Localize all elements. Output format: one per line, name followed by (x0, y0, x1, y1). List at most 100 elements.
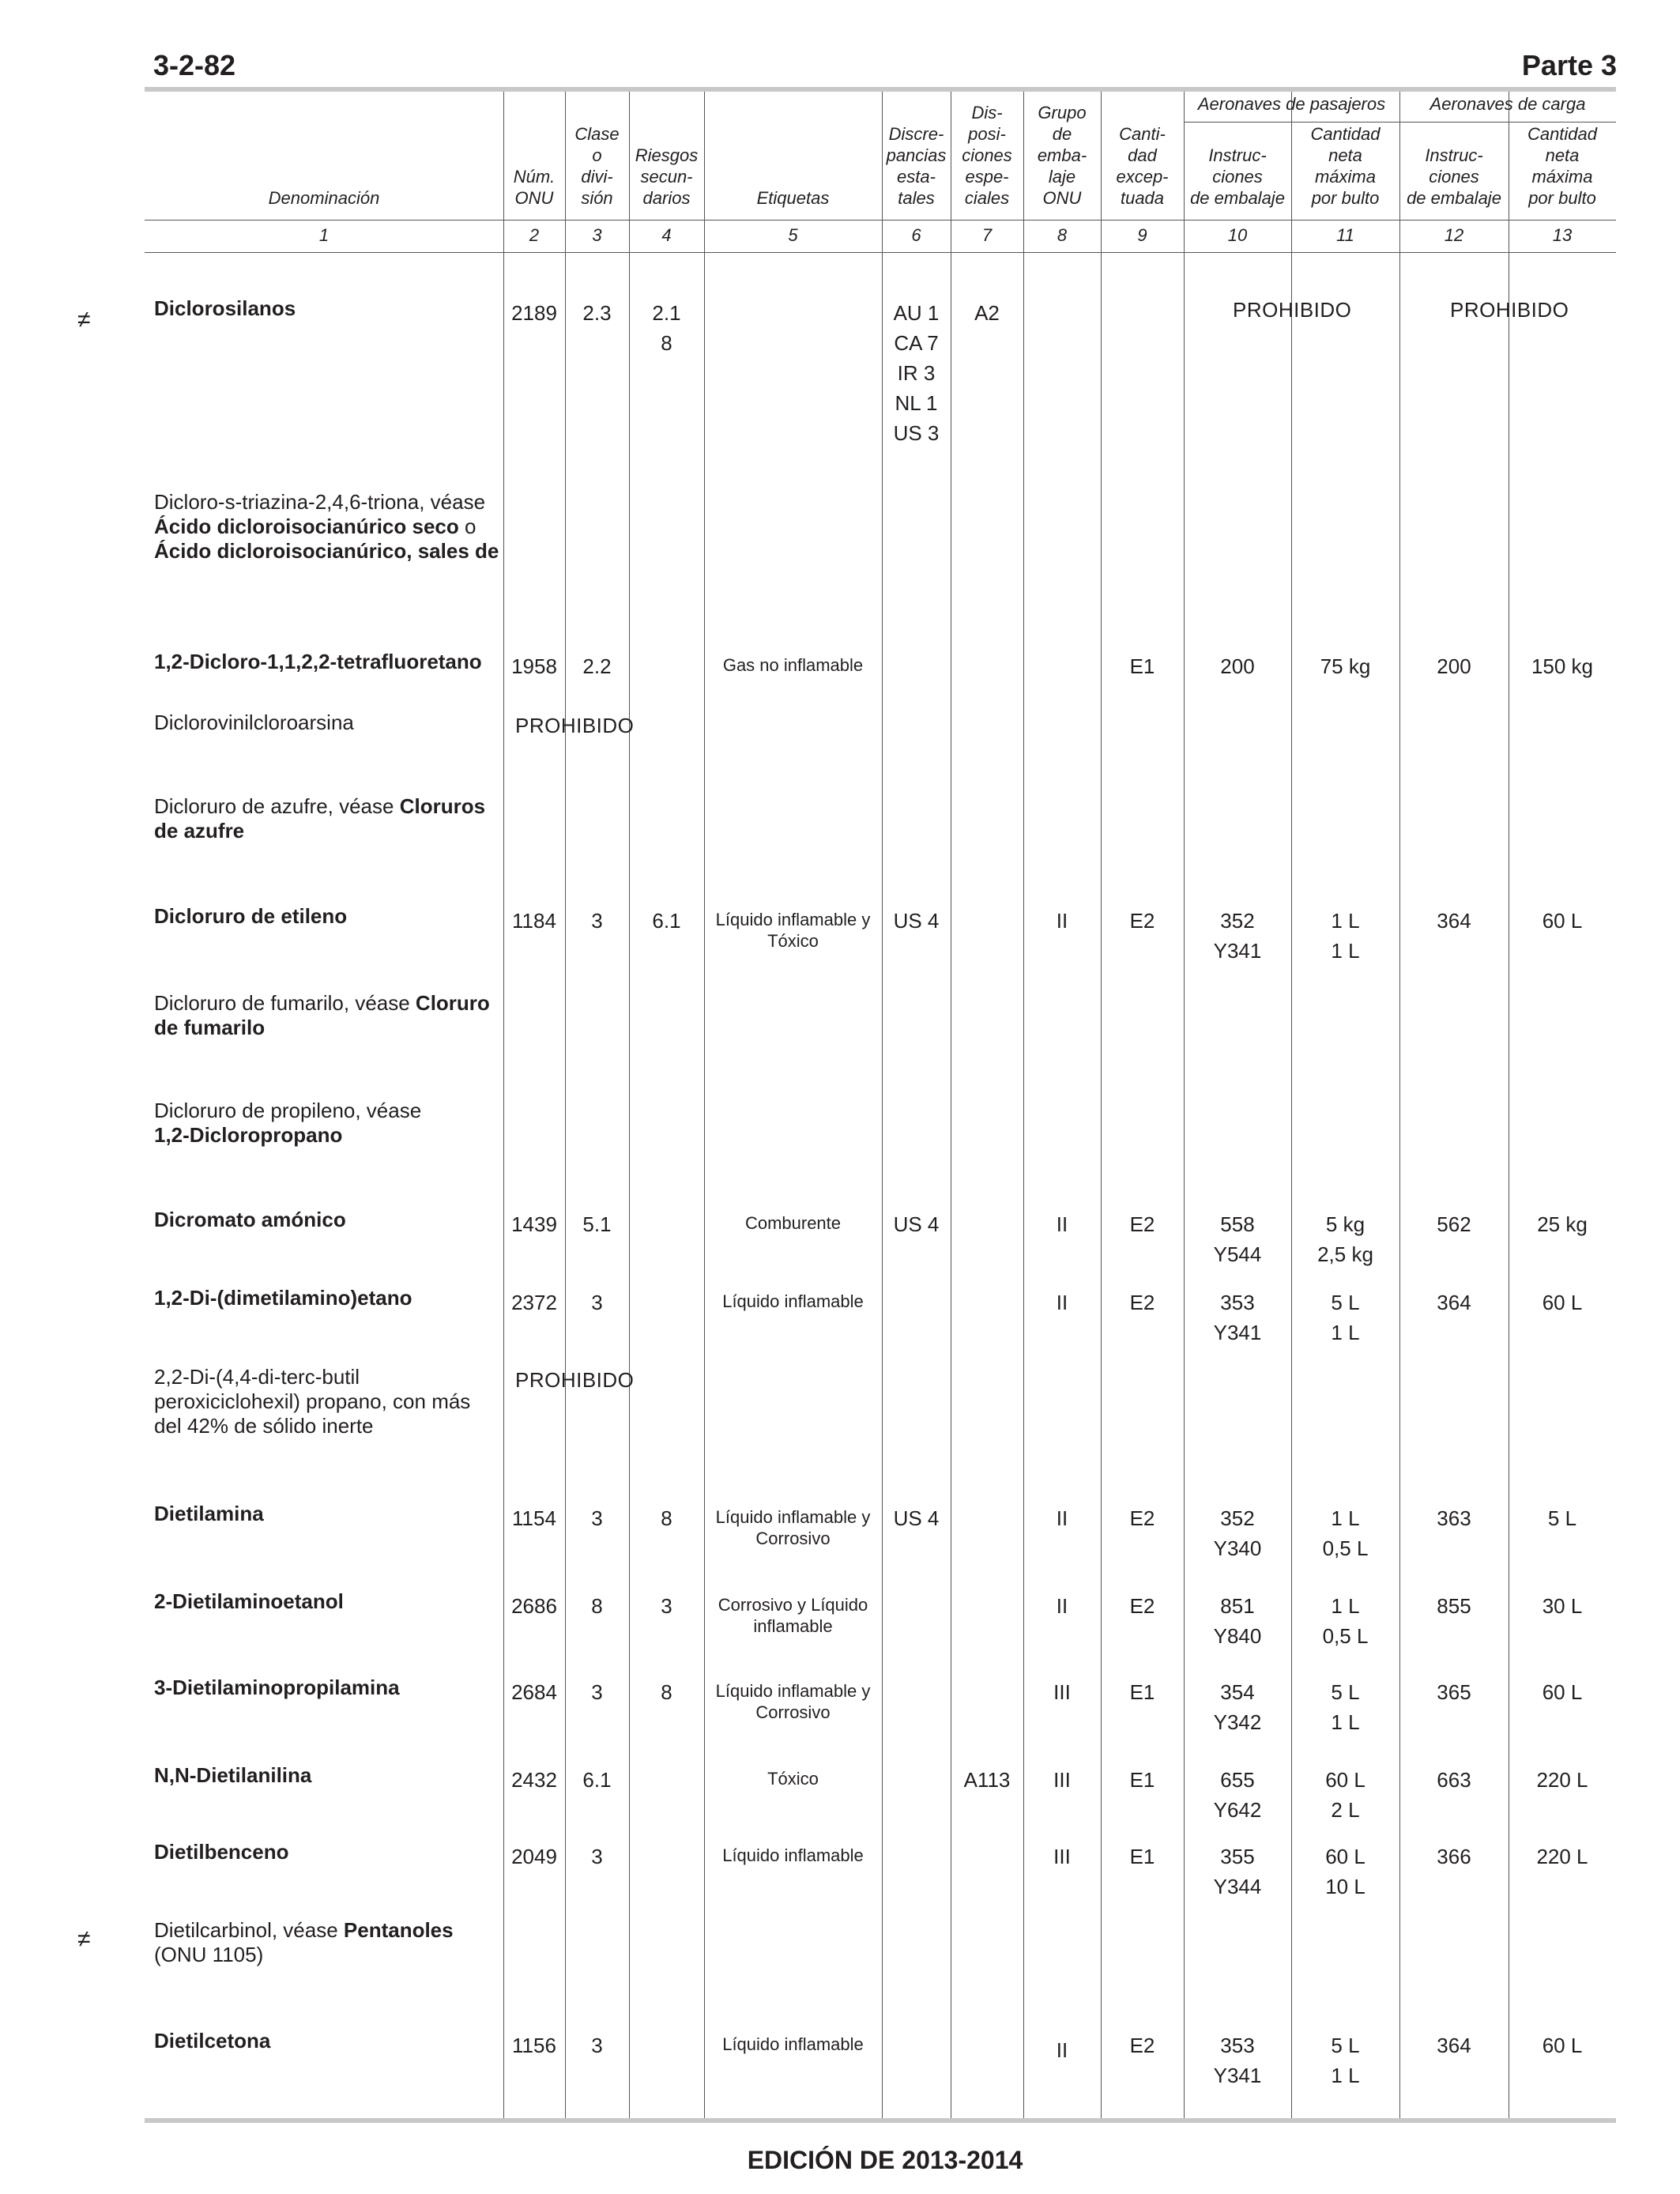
column-number-line (145, 252, 1616, 253)
cell-pax-instrucciones: 355 Y344 (1213, 1845, 1262, 1898)
cell-onu: 1184 (512, 909, 556, 933)
row-name: Diclorovinilcloroarsina (154, 711, 354, 734)
column-number: 7 (981, 225, 993, 245)
header-disposiciones: Dis- posi- ciones espe- ciales (962, 103, 1012, 208)
cell-cargo-cantidad: 60 L (1542, 1291, 1583, 1314)
cell-clase: 5.1 (582, 1212, 612, 1236)
cell-cantidad-exceptuada: E1 (1129, 1680, 1155, 1704)
cell-cantidad-exceptuada: E1 (1129, 1845, 1155, 1868)
cell-discrepancias: US 4 (893, 1212, 940, 1236)
cell-riesgos: 8 (661, 1506, 672, 1530)
cell-pax-cantidad: 5 L 1 L (1331, 1291, 1360, 1344)
cell-grupo-embalaje: II (1056, 1212, 1068, 1236)
cell-cantidad-exceptuada: E2 (1129, 1594, 1155, 1618)
cell-cantidad-exceptuada: E2 (1129, 1506, 1155, 1530)
cell-clase: 3 (591, 1291, 603, 1314)
row-name: Dicloruro de propileno, véase 1,2-Dicloro… (154, 1099, 422, 1147)
row-name: 1,2-Dicloro-1,1,2,2-tetrafluoretano (154, 650, 482, 673)
column-number: 6 (911, 225, 921, 245)
column-number: 13 (1552, 225, 1573, 245)
cell-cantidad-exceptuada: E2 (1129, 1212, 1155, 1236)
cell-onu: 1958 (511, 654, 557, 678)
cell-cantidad-exceptuada: E2 (1129, 1291, 1155, 1314)
cell-cargo-instrucciones: 562 (1437, 1212, 1471, 1236)
header-cantidad-exceptuada: Canti- dad excep- tuada (1116, 124, 1169, 208)
cell-pax-cantidad: 5 L 1 L (1331, 1680, 1360, 1734)
header-cargo-aircraft: Aeronaves de carga (1430, 94, 1586, 114)
cell-cargo-cantidad: 60 L (1542, 909, 1583, 933)
row-name: Dietilamina (154, 1502, 264, 1525)
cell-clase: 2.2 (582, 654, 612, 678)
header-discrepancias: Discre- pancias esta- tales (886, 124, 947, 208)
cell-clase: 3 (591, 909, 603, 933)
top-rule (145, 87, 1616, 92)
cell-cargo-instrucciones: 663 (1437, 1768, 1471, 1792)
cell-cargo-instrucciones: 364 (1437, 2034, 1471, 2057)
cell-pax-cantidad: 1 L 0,5 L (1322, 1506, 1369, 1560)
cell-pax-instrucciones: 352 Y340 (1213, 1506, 1262, 1560)
row-name: Dietilbenceno (154, 1840, 289, 1864)
edition-footer: EDICIÓN DE 2013-2014 (747, 2146, 1023, 2174)
cell-clase: 3 (591, 2034, 603, 2057)
column-number: 2 (529, 225, 540, 245)
cell-cargo-cantidad: 150 kg (1531, 654, 1594, 678)
cell-cargo-instrucciones: 364 (1437, 1291, 1471, 1314)
col-divider (704, 92, 705, 2118)
column-number: 1 (318, 225, 330, 245)
cell-grupo-embalaje: III (1053, 1768, 1071, 1792)
cell-etiquetas: Corrosivo y Líquido inflamable (718, 1595, 868, 1636)
col-divider (1291, 92, 1292, 2118)
row-name: 2-Dietilaminoetanol (154, 1589, 344, 1613)
cell-riesgos: 6.1 (652, 909, 681, 933)
cell-grupo-embalaje: III (1053, 1680, 1071, 1704)
cell-onu: 2372 (511, 1291, 557, 1314)
header-cargo-instrucciones: Instruc- ciones de embalaje (1407, 145, 1501, 208)
col-divider (1023, 92, 1024, 2118)
cell-pax-cantidad: 60 L 10 L (1325, 1845, 1365, 1898)
cell-cargo-cantidad: 60 L (1542, 1680, 1583, 1704)
column-number: 9 (1137, 225, 1147, 245)
header-etiquetas: Etiquetas (756, 188, 830, 208)
cell-onu: 2684 (511, 1680, 557, 1704)
cell-pax-cantidad: 1 L 1 L (1331, 909, 1360, 963)
cell-grupo-embalaje: II (1056, 1594, 1068, 1618)
cell-clase: 8 (591, 1594, 603, 1618)
cell-cargo-cantidad: 5 L (1547, 1506, 1577, 1530)
cell-cargo-instrucciones: 363 (1437, 1506, 1471, 1530)
cell-riesgos: 8 (661, 1680, 672, 1704)
cell-etiquetas: Líquido inflamable y Corrosivo (715, 1507, 871, 1548)
header-passenger-aircraft: Aeronaves de pasajeros (1197, 94, 1386, 114)
cell-cargo-instrucciones: 855 (1437, 1594, 1471, 1618)
row-name: Dietilcetona (154, 2029, 271, 2053)
header-cargo-cantidad: Cantidad neta máxima por bulto (1527, 124, 1598, 208)
cell-prohibido: PROHIBIDO (515, 1368, 635, 1392)
header-clase: Clase o divi- sión (574, 124, 620, 208)
cell-cargo-instrucciones: 365 (1437, 1680, 1471, 1704)
cell-grupo-embalaje: II (1056, 2038, 1068, 2062)
cell-riesgos: 3 (661, 1594, 672, 1618)
cell-discrepancias: US 4 (893, 1506, 940, 1530)
cell-etiquetas: Líquido inflamable (722, 2034, 864, 2054)
column-number: 11 (1336, 225, 1354, 245)
row-name: Dicloruro de etileno (154, 904, 348, 928)
row-name: Dicloro-s-triazina-2,4,6-triona, véase Ác… (154, 490, 499, 563)
cell-cargo-cantidad: 25 kg (1537, 1212, 1588, 1236)
row-name: Dietilcarbinol, véase Pentanoles (ONU 110… (154, 1918, 454, 1966)
cell-etiquetas: Gas no inflamable (722, 655, 864, 675)
cell-clase: 6.1 (582, 1768, 612, 1792)
cell-onu: 1156 (512, 2034, 556, 2057)
cell-pax-cantidad: 75 kg (1320, 654, 1371, 678)
cell-onu: 2189 (511, 301, 557, 325)
page-number: 3-2-82 (153, 49, 236, 81)
cell-pax-instrucciones: 851 Y840 (1213, 1594, 1262, 1648)
header-bottom-line (145, 220, 1616, 221)
cell-etiquetas: Líquido inflamable y Tóxico (715, 910, 871, 951)
cell-onu: 1439 (511, 1212, 557, 1236)
cell-discrepancias: US 4 (893, 909, 940, 933)
cell-cantidad-exceptuada: E2 (1129, 2034, 1155, 2057)
cell-etiquetas: Líquido inflamable y Corrosivo (715, 1681, 871, 1722)
row-name: 2,2-Di-(4,4-di-terc-butil peroxiciclohex… (154, 1365, 471, 1438)
cell-cargo-instrucciones: 200 (1437, 654, 1471, 678)
change-mark: ≠ (77, 307, 91, 333)
cell-cargo-cantidad: 60 L (1542, 2034, 1583, 2057)
